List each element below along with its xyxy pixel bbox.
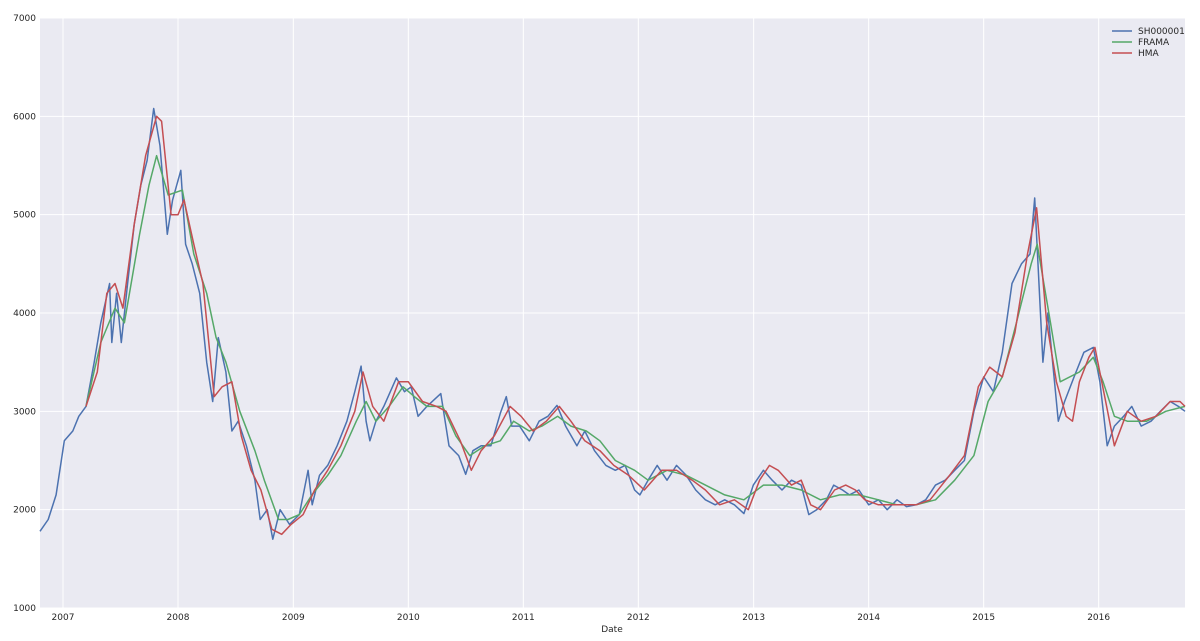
x-tick-label: 2010 xyxy=(397,613,420,623)
x-tick-label: 2012 xyxy=(627,613,650,623)
x-tick-label: 2008 xyxy=(167,613,190,623)
series-line-hma xyxy=(85,115,1186,536)
y-tick-label: 7000 xyxy=(13,14,36,24)
y-tick-label: 4000 xyxy=(13,309,36,319)
x-tick-label: 2009 xyxy=(282,613,305,623)
series-layer xyxy=(39,107,1186,540)
x-tick-label: 2016 xyxy=(1087,613,1110,623)
x-tick-label: 2007 xyxy=(52,613,75,623)
y-tick-label: 2000 xyxy=(13,506,36,516)
x-tick-label: 2015 xyxy=(972,613,995,623)
x-tick-label: 2013 xyxy=(742,613,765,623)
x-tick-label: 2014 xyxy=(857,613,880,623)
grid-layer xyxy=(40,17,1185,609)
y-tick-label: 1000 xyxy=(13,604,36,614)
legend-label: HMA xyxy=(1138,49,1160,59)
x-tick-label: 2011 xyxy=(512,613,535,623)
y-tick-label: 3000 xyxy=(13,407,36,417)
series-line-sh000001 xyxy=(39,107,1186,540)
x-axis-title: Date xyxy=(601,625,623,635)
legend-label: SH000001 xyxy=(1138,27,1185,37)
tick-layer: 1000 2000 3000 4000 5000 6000 7000 2007 2008 2009… xyxy=(13,14,1110,623)
y-tick-label: 6000 xyxy=(13,112,36,122)
y-tick-label: 5000 xyxy=(13,211,36,221)
legend-label: FRAMA xyxy=(1138,38,1170,48)
